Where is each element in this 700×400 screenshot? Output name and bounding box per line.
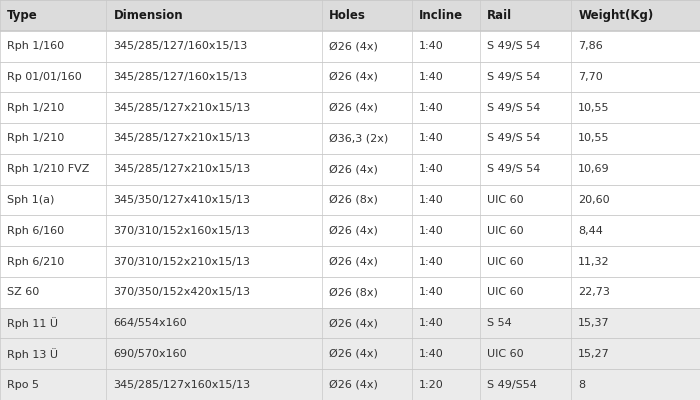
- Text: S 49/S 54: S 49/S 54: [487, 134, 540, 144]
- Text: Incline: Incline: [419, 9, 463, 22]
- Text: Ø26 (4x): Ø26 (4x): [329, 103, 378, 113]
- Text: S 49/S 54: S 49/S 54: [487, 41, 540, 51]
- Text: Ø26 (4x): Ø26 (4x): [329, 164, 378, 174]
- Bar: [0, 62, 700, 92]
- Text: 1:40: 1:40: [419, 164, 443, 174]
- Text: 8: 8: [578, 380, 585, 390]
- Text: UIC 60: UIC 60: [487, 226, 524, 236]
- Text: 370/310/152x160x15/13: 370/310/152x160x15/13: [113, 226, 250, 236]
- Text: 345/285/127x210x15/13: 345/285/127x210x15/13: [113, 103, 251, 113]
- Bar: [0, 31, 700, 62]
- Text: 1:40: 1:40: [419, 72, 443, 82]
- Text: 370/350/152x420x15/13: 370/350/152x420x15/13: [113, 287, 251, 297]
- Text: 10,55: 10,55: [578, 134, 610, 144]
- Text: 345/285/127/160x15/13: 345/285/127/160x15/13: [113, 41, 248, 51]
- Text: Rph 13 Ü: Rph 13 Ü: [7, 348, 58, 360]
- Text: Rp 01/01/160: Rp 01/01/160: [7, 72, 82, 82]
- Text: 15,27: 15,27: [578, 349, 610, 359]
- Text: S 54: S 54: [487, 318, 512, 328]
- Bar: [0, 215, 700, 246]
- Text: 1:40: 1:40: [419, 134, 443, 144]
- Text: 8,44: 8,44: [578, 226, 603, 236]
- Text: 1:40: 1:40: [419, 103, 443, 113]
- Text: Ø26 (4x): Ø26 (4x): [329, 349, 378, 359]
- Text: S 49/S54: S 49/S54: [487, 380, 537, 390]
- Text: 22,73: 22,73: [578, 287, 610, 297]
- Text: Ø26 (4x): Ø26 (4x): [329, 256, 378, 266]
- Text: Ø26 (4x): Ø26 (4x): [329, 318, 378, 328]
- Text: Rph 1/210 FVZ: Rph 1/210 FVZ: [7, 164, 90, 174]
- Text: Rpo 5: Rpo 5: [7, 380, 39, 390]
- Text: UIC 60: UIC 60: [487, 195, 524, 205]
- Bar: [0, 308, 700, 338]
- Text: 1:40: 1:40: [419, 349, 443, 359]
- Bar: [0, 246, 700, 277]
- Text: Type: Type: [7, 9, 38, 22]
- Text: UIC 60: UIC 60: [487, 349, 524, 359]
- Text: 345/285/127x210x15/13: 345/285/127x210x15/13: [113, 164, 251, 174]
- Text: Ø26 (4x): Ø26 (4x): [329, 72, 378, 82]
- Text: Ø26 (4x): Ø26 (4x): [329, 226, 378, 236]
- Bar: [0, 185, 700, 215]
- Text: Rph 1/210: Rph 1/210: [7, 134, 64, 144]
- Text: Ø36,3 (2x): Ø36,3 (2x): [329, 134, 389, 144]
- Text: Ø26 (4x): Ø26 (4x): [329, 380, 378, 390]
- Text: Weight(Kg): Weight(Kg): [578, 9, 653, 22]
- Bar: [0, 338, 700, 369]
- Bar: [0, 277, 700, 308]
- Text: Rph 6/210: Rph 6/210: [7, 256, 64, 266]
- Text: Rph 11 Ü: Rph 11 Ü: [7, 317, 58, 329]
- Text: 1:40: 1:40: [419, 287, 443, 297]
- Text: UIC 60: UIC 60: [487, 256, 524, 266]
- Text: S 49/S 54: S 49/S 54: [487, 164, 540, 174]
- Text: 7,86: 7,86: [578, 41, 603, 51]
- Text: 345/350/127x410x15/13: 345/350/127x410x15/13: [113, 195, 251, 205]
- Bar: [0, 369, 700, 400]
- Text: 1:40: 1:40: [419, 226, 443, 236]
- Text: 1:40: 1:40: [419, 41, 443, 51]
- Text: 345/285/127x160x15/13: 345/285/127x160x15/13: [113, 380, 251, 390]
- Text: Ø26 (4x): Ø26 (4x): [329, 41, 378, 51]
- Text: Rail: Rail: [487, 9, 512, 22]
- Text: 15,37: 15,37: [578, 318, 610, 328]
- Text: Sph 1(a): Sph 1(a): [7, 195, 55, 205]
- Text: Rph 1/210: Rph 1/210: [7, 103, 64, 113]
- Bar: [0, 123, 700, 154]
- Text: S 49/S 54: S 49/S 54: [487, 72, 540, 82]
- Text: Rph 1/160: Rph 1/160: [7, 41, 64, 51]
- Text: Dimension: Dimension: [113, 9, 183, 22]
- Text: 1:40: 1:40: [419, 318, 443, 328]
- Text: 370/310/152x210x15/13: 370/310/152x210x15/13: [113, 256, 251, 266]
- Text: 7,70: 7,70: [578, 72, 603, 82]
- Text: S 49/S 54: S 49/S 54: [487, 103, 540, 113]
- Text: 1:40: 1:40: [419, 195, 443, 205]
- Text: UIC 60: UIC 60: [487, 287, 524, 297]
- Text: 345/285/127x210x15/13: 345/285/127x210x15/13: [113, 134, 251, 144]
- Text: SZ 60: SZ 60: [7, 287, 39, 297]
- Text: Holes: Holes: [329, 9, 366, 22]
- Text: 345/285/127/160x15/13: 345/285/127/160x15/13: [113, 72, 248, 82]
- Text: 664/554x160: 664/554x160: [113, 318, 187, 328]
- Text: 690/570x160: 690/570x160: [113, 349, 187, 359]
- Bar: [0, 0, 700, 31]
- Text: 1:40: 1:40: [419, 256, 443, 266]
- Text: 1:20: 1:20: [419, 380, 443, 390]
- Text: 20,60: 20,60: [578, 195, 610, 205]
- Bar: [0, 92, 700, 123]
- Text: Ø26 (8x): Ø26 (8x): [329, 195, 378, 205]
- Text: 10,69: 10,69: [578, 164, 610, 174]
- Text: 10,55: 10,55: [578, 103, 610, 113]
- Bar: [0, 154, 700, 185]
- Text: Rph 6/160: Rph 6/160: [7, 226, 64, 236]
- Text: Ø26 (8x): Ø26 (8x): [329, 287, 378, 297]
- Text: 11,32: 11,32: [578, 256, 610, 266]
